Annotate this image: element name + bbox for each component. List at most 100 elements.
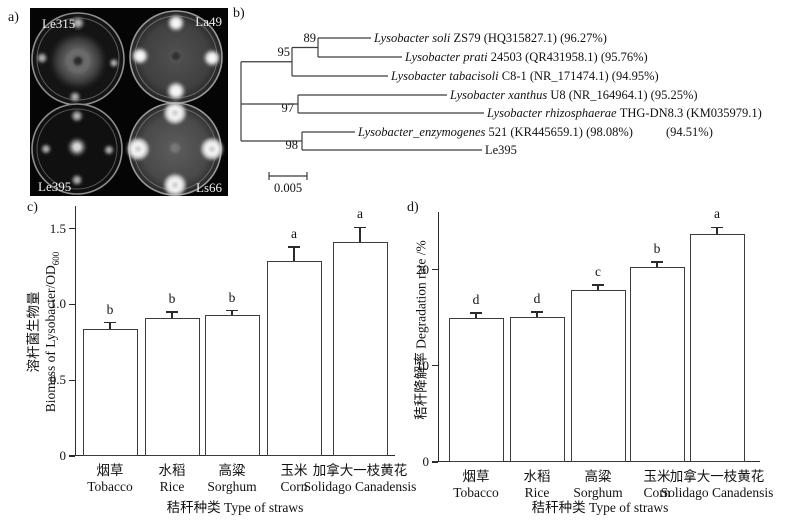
chart-d-ytick-label: 10 [416,357,429,373]
chart-c-error-bar [171,312,173,319]
chart-c-bar-tobacco [82,328,138,456]
chart-d-error-cap [531,311,543,313]
chart-c-error-cap [104,321,116,324]
tree-leaf-label: Lysobacter soli ZS79 (HQ315827.1) (96.27… [373,31,607,45]
panel-c-label: c) [27,200,38,215]
chart-c-error-cap [226,309,238,312]
chart-d-error-cap [592,284,604,286]
bootstrap-value: 89 [304,31,317,45]
chart-c-sig-letter: a [291,225,297,241]
chart-c-sig-letter: b [168,291,176,307]
chart-c-y-axis-title: 溶杆菌生物量 Biomass of Lysobacter/OD600 [25,252,65,412]
chart-d-ytick-mark [432,461,438,463]
chart-c-x-axis-title: 秸秆种类 Type of straws [166,500,304,515]
chart-d-ytick-label: 20 [416,261,429,277]
chart-c-bar-corn [266,260,322,456]
species-name: Lysobacter soli [373,31,451,45]
tree-leaf-label-wrap: (94.51%) [666,125,713,139]
chart-d-ytick-mark [432,365,438,367]
bootstrap-value: 97 [282,101,295,115]
chart-d-x-axis-title: 秸秆种类 Type of straws [531,500,669,515]
category-zh: 高粱 [218,463,246,478]
category-en: Rice [159,479,185,494]
dish-label-ls66: Ls66 [196,180,223,195]
tree-leaf-label: Lysobacter xanthus U8 (NR_164964.1) (95.… [449,88,698,102]
category-zh: 玉米 [280,463,308,478]
chart-c-error-bar [293,246,295,261]
category-zh: 加拿大一枝黄花 [312,463,408,478]
species-name: Lysobacter rhizosphaerae [486,106,617,120]
chart-c-category-label: 烟草 Tobacco [87,463,133,495]
colonies [126,101,224,197]
bootstrap-value: 95 [278,45,291,59]
chart-d-error-cap [651,261,663,263]
category-zh: 高粱 [584,469,612,484]
y-axis-title-zh: 秸秆降解率 [413,352,429,420]
y-axis-title-zh: 溶杆菌生物量 [26,291,42,373]
y-axis-title-en-text: Biomass of Lysobacter/OD [43,265,59,413]
category-zh: 烟草 [96,463,124,478]
chart-d-ytick-mark [432,269,438,271]
tree-leaf-label: Lysobacter_enzymogenes 521 (KR445659.1) … [357,125,633,139]
chart-d-y-axis-title: 秸秆降解率 Degradation rate /% [413,240,430,420]
category-en: Tobacco [87,479,133,494]
chart-c-sig-letter: a [357,206,363,222]
category-en: Solidago Canadensis [660,485,774,500]
petri-photo-svg: Le315 La49 Le395 Ls66 [30,8,228,197]
tree-scale-bar: 0.005 [268,172,308,195]
chart-c-category-label: 加拿大一枝黄花 Solidago Canadensis [304,463,417,495]
chart-c-ytick-label: 1.0 [49,296,66,312]
chart-d-error-bar [475,312,477,318]
chart-d-bar-sorghum [570,289,626,462]
strain-accession: C8-1 (NR_171474.1) (94.95%) [499,69,659,83]
panel-a-label: a) [8,10,19,25]
chart-c-category-label: 玉米 Corn [281,463,308,495]
chart-d-sig-letter: d [533,291,541,306]
species-name: Lysobacter prati [404,50,488,64]
tree-branches [240,37,484,151]
colonies [36,16,119,103]
category-en: Solidago Canadensis [303,479,417,494]
category-en: Corn [643,485,671,500]
y-axis-title-en: Degradation rate /% [413,240,429,353]
chart-d-bar-rice [509,316,565,462]
chart-c-ytick-mark [69,379,75,381]
chart-d-error-cap [470,312,482,314]
petri-dish-le395 [31,103,123,195]
chart-c-sig-letter: b [106,301,114,317]
chart-c-ytick-mark [69,303,75,306]
chart-d-category-label: 烟草 Tobacco [453,469,499,501]
category-en: Sorghum [207,479,257,494]
tree-leaf-label: Lysobacter tabacisoli C8-1 (NR_171474.1)… [390,69,659,83]
strain-accession: U8 (NR_164964.1) (95.25%) [547,88,697,102]
category-en: Corn [280,479,308,494]
chart-c-error-bar [109,322,111,329]
chart-d-sig-letter: c [595,264,601,280]
chart-c-ytick-label: 1.5 [49,220,66,236]
chart-d-error-bar [716,227,718,235]
chart-d-ytick-label: 0 [422,454,430,469]
chart-c-bar-sorghum [204,315,260,456]
category-zh: 玉米 [643,469,671,484]
chart-d-error-cap [711,226,723,229]
panel-d-label: d) [407,200,419,215]
chart-c-bar-rice [144,318,200,456]
chart-c-error-bar [231,310,233,316]
chart-d-bar-corn [629,266,685,462]
chart-d-category-label: 水稻 Rice [524,469,551,501]
panel-b-label: b) [233,6,245,21]
chart-d-error-bar [597,285,599,290]
category-zh: 水稻 [523,469,551,484]
category-zh: 水稻 [158,463,186,478]
category-zh: 加拿大一枝黄花 [669,469,765,484]
chart-c-error-cap [166,311,178,313]
chart-c-sig-letter: b [228,289,236,305]
chart-c-error-cap [354,226,366,228]
chart-c-ytick-label: 0.5 [49,372,66,388]
species-name: Lysobacter_enzymogenes [357,125,486,139]
y-axis-title-en: Biomass of Lysobacter/OD600 [42,252,65,412]
dish-label-le315: Le315 [42,16,75,31]
tree-leaf-label: Lysobacter prati 24503 (QR431958.1) (95.… [404,50,648,64]
chart-d-bar-tobacco [448,317,504,462]
